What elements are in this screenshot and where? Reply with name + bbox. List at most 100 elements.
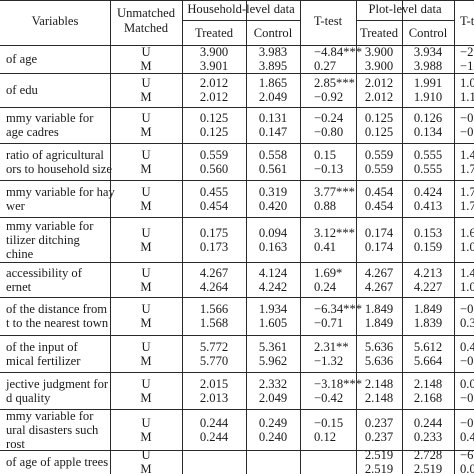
hh-control-value: 1.605 (258, 316, 288, 330)
hh-treated-value: 2.013 (199, 390, 229, 405)
hh-treated-value: 2.015 (199, 376, 229, 391)
unmatched-marker: U (141, 76, 151, 90)
unmatched-marker: U (141, 147, 151, 162)
header-matched: Matched (123, 21, 169, 35)
hh-control-value: 0.249 (258, 415, 288, 430)
ttest-value: −0.15 (314, 415, 344, 430)
ttest-value: 0.24 (314, 279, 337, 294)
ttest2-value: −0. (460, 415, 474, 430)
pl-control-value: 0.413 (413, 198, 443, 213)
pl-treated-value: 0.125 (364, 125, 394, 139)
header-pl-control: Control (408, 26, 448, 40)
column-separator (300, 0, 301, 474)
column-separator (356, 0, 357, 474)
matched-marker: M (140, 198, 152, 213)
ttest2-value: −2. (460, 45, 474, 59)
pl-treated-value: 0.237 (364, 429, 394, 444)
pl-control-value: 1.991 (413, 76, 443, 90)
hh-control-value: 1.865 (258, 76, 288, 90)
pl-control-value: 2.728 (413, 448, 443, 462)
pl-control-value: 0.126 (413, 111, 443, 125)
hh-treated-value: 5.772 (199, 339, 229, 354)
pl-control-value: 0.134 (413, 125, 443, 139)
ttest2-value: −0. (460, 390, 474, 405)
variable-label: wer (6, 198, 25, 213)
pl-control-value: 3.934 (413, 45, 443, 59)
pl-treated-value: 0.559 (364, 161, 394, 176)
hh-control-value: 0.240 (258, 429, 288, 444)
pl-control-value: 0.555 (413, 161, 443, 176)
pl-treated-value: 2.012 (364, 76, 394, 90)
column-separator (182, 0, 183, 474)
pl-treated-value: 5.636 (364, 339, 394, 354)
variable-label: age cadres (6, 125, 59, 139)
hh-control-value: 3.983 (258, 45, 288, 59)
pl-control-value: 5.664 (413, 353, 443, 368)
pl-treated-value: 0.174 (364, 225, 394, 240)
pl-control-value: 1.849 (413, 302, 443, 316)
pl-treated-value: 3.900 (364, 59, 394, 73)
matched-marker: M (140, 462, 152, 474)
variable-label: mical fertilizer (6, 353, 81, 368)
variable-label: mmy variable for (6, 408, 94, 423)
variable-label: rost (6, 436, 25, 451)
hh-control-value: 0.319 (258, 184, 288, 199)
variable-label: chine (6, 246, 34, 261)
pl-control-value: 0.424 (413, 184, 443, 199)
hh-treated-value: 0.559 (199, 147, 229, 162)
hh-treated-value: 0.244 (199, 429, 229, 444)
matched-marker: M (140, 390, 152, 405)
row-separator (0, 107, 474, 108)
ttest-value: 1.69* (314, 265, 343, 280)
variable-label: of edu (6, 83, 38, 97)
variable-label: mmy variable for (6, 218, 94, 233)
ttest2-value: 0.4 (460, 339, 474, 354)
pl-control-value: 3.988 (413, 59, 443, 73)
header-ttest: T-test (313, 14, 343, 28)
hh-control-value: 2.049 (258, 390, 288, 405)
variable-label: of the distance from (6, 302, 108, 316)
ttest2-value: −0. (460, 302, 474, 316)
ttest2-value: −0. (460, 353, 474, 368)
pl-treated-value: 2.148 (364, 376, 394, 391)
pl-treated-value: 4.267 (364, 265, 394, 280)
hh-control-value: 0.094 (258, 225, 288, 240)
hh-treated-value: 1.568 (199, 316, 229, 330)
header-unmatched: Unmatched (116, 6, 176, 20)
ttest2-value: 1.7 (460, 161, 474, 176)
variable-label: mmy variable for (6, 111, 94, 125)
matched-marker: M (140, 90, 152, 104)
hh-treated-value: 0.173 (199, 239, 229, 254)
ttest2-value: 1.6 (460, 225, 474, 240)
pl-treated-value: 2.519 (364, 462, 394, 474)
hh-control-value: 2.049 (258, 90, 288, 104)
pl-control-value: 0.153 (413, 225, 443, 240)
ttest-value: 0.12 (314, 429, 337, 444)
pl-control-value: 1.910 (413, 90, 443, 104)
table-top-rule (0, 0, 474, 1)
header-household-level: Household-level data (187, 2, 295, 16)
variable-label: t to the nearest town (6, 316, 109, 330)
unmatched-marker: U (141, 415, 151, 430)
hh-treated-value: 0.454 (199, 198, 229, 213)
subheader-rule (356, 20, 454, 21)
column-separator (454, 0, 455, 474)
ttest2-value: 1.0 (460, 76, 474, 90)
hh-treated-value: 0.244 (199, 415, 229, 430)
ttest-value: −0.24 (314, 111, 344, 125)
row-separator (0, 262, 474, 263)
column-separator (402, 0, 403, 474)
pl-treated-value: 2.519 (364, 448, 394, 462)
hh-treated-value: 3.901 (199, 59, 229, 73)
ttest-value: −0.42 (314, 390, 344, 405)
ttest-value: 0.27 (314, 59, 337, 73)
ttest2-value: 1.7 (460, 184, 474, 199)
ttest-value: −6.34*** (314, 302, 363, 316)
variable-label: mmy variable for hay (6, 184, 115, 199)
column-separator (110, 0, 111, 474)
variable-label: ors to household size (6, 161, 112, 176)
variable-label: of age (6, 52, 38, 66)
pl-treated-value: 2.148 (364, 390, 394, 405)
variable-label: ural disasters such (6, 422, 99, 437)
